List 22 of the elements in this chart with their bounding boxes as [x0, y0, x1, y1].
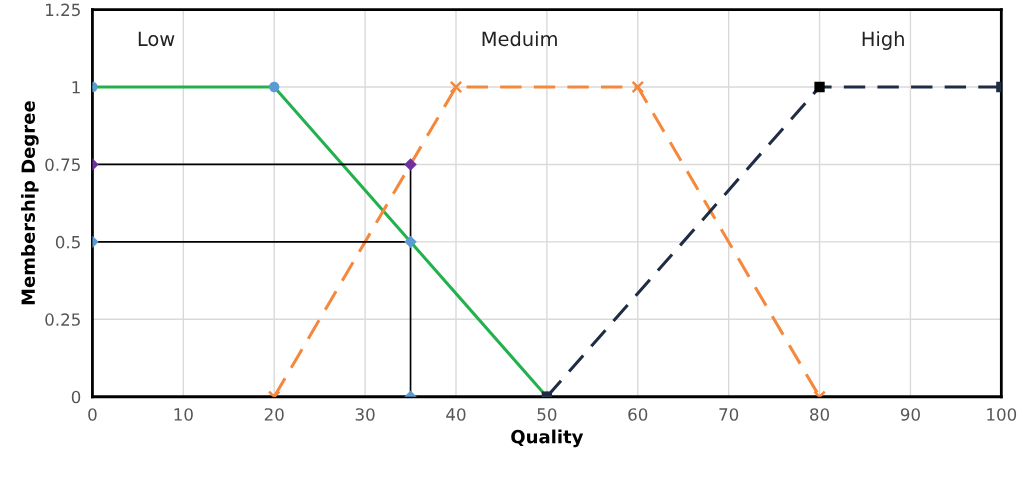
text: Meduim — [482, 31, 557, 47]
x-tick-label: 100 — [987, 408, 1017, 421]
y-axis-title: Membership Degree — [21, 101, 39, 305]
x-tick-label: 90 — [900, 408, 920, 421]
y-tick-label: 0 — [71, 390, 81, 404]
x-tick-label: 70 — [719, 408, 739, 421]
x-tick-label: 30 — [355, 408, 375, 421]
y-tick-label: 1 — [72, 81, 80, 94]
x-tick-label: 0 — [88, 408, 97, 421]
x-tick-label: 20 — [264, 408, 284, 421]
series-label: High — [862, 31, 904, 50]
y-tick-label: 0.25 — [45, 313, 80, 326]
text: Low — [138, 31, 175, 47]
x-tick-label: 60 — [628, 408, 648, 421]
y-tick-label: 0.75 — [45, 158, 80, 171]
x-tick-label: 40 — [446, 408, 466, 421]
x-axis-title: Quality — [511, 429, 584, 448]
x-tick-label: 50 — [537, 408, 557, 421]
y-tick-label: 1.25 — [46, 3, 80, 17]
y-tick-label: 0.5 — [55, 235, 80, 249]
x-tick-label: 80 — [810, 408, 830, 421]
x-tick-label: 10 — [174, 408, 193, 421]
